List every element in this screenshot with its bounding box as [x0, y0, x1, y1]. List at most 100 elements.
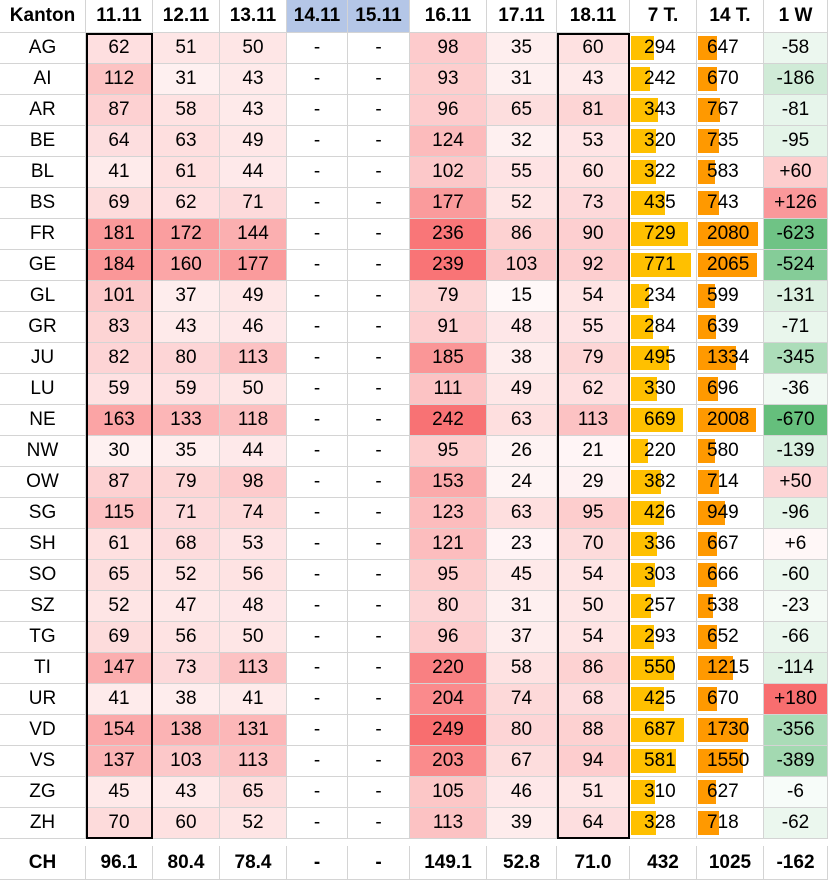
- daily-value: 38: [153, 684, 220, 715]
- daily-value-text: 112: [103, 68, 135, 89]
- daily-value-text: 95: [437, 440, 459, 461]
- week-diff-value: -524: [764, 250, 828, 281]
- daily-value-text: 67: [510, 750, 533, 771]
- data-bar: [631, 222, 688, 246]
- header-date-text: 13.11: [229, 5, 277, 26]
- daily-value-text: 68: [175, 533, 197, 554]
- daily-value-text: -: [313, 471, 321, 492]
- daily-value: 24: [487, 467, 557, 498]
- daily-value-text: -: [375, 688, 382, 709]
- daily-value-text: 43: [582, 68, 604, 89]
- data-bar: [698, 718, 748, 742]
- daily-value: 113: [220, 746, 287, 777]
- sum7-value: 330: [630, 374, 697, 405]
- data-bar: [698, 532, 718, 556]
- daily-value-text: 32: [510, 130, 533, 151]
- daily-value: 73: [557, 188, 630, 219]
- daily-value-text: -: [313, 533, 321, 554]
- daily-value-text: -: [375, 378, 382, 399]
- daily-value-text: 220: [432, 657, 464, 678]
- daily-value-text: 131: [237, 719, 269, 740]
- daily-value: 90: [557, 219, 630, 250]
- sum7-value: 242: [630, 64, 697, 95]
- total-value-text: 52.8: [503, 851, 540, 873]
- daily-value-text: -: [375, 347, 382, 368]
- daily-value-text: 65: [510, 99, 533, 120]
- header-date: 15.11: [348, 0, 410, 33]
- total-value-text: -: [313, 851, 321, 873]
- daily-value-text: 52: [242, 812, 264, 833]
- daily-value: 94: [557, 746, 630, 777]
- daily-value-text: 71: [242, 192, 264, 213]
- daily-value: 80: [153, 343, 220, 374]
- sum7-value: 303: [630, 560, 697, 591]
- daily-value: 60: [557, 33, 630, 64]
- daily-value-text: 60: [175, 812, 197, 833]
- sum14-value-text: 1730: [707, 719, 750, 740]
- canton-label-text: BE: [29, 130, 56, 151]
- daily-value-text: -: [313, 130, 321, 151]
- sum14-value: 670: [697, 684, 764, 715]
- sum14-value-text: 1334: [707, 347, 750, 368]
- daily-value: -: [287, 281, 348, 312]
- sum7-value-text: 294: [644, 37, 676, 58]
- daily-value: 95: [410, 436, 487, 467]
- daily-value-text: 73: [582, 192, 604, 213]
- total-value-text: 71.0: [574, 851, 612, 873]
- sum14-value: 743: [697, 188, 764, 219]
- daily-value-text: 58: [175, 99, 197, 120]
- daily-value: 113: [557, 405, 630, 436]
- daily-value: -: [348, 467, 410, 498]
- daily-value-text: 59: [108, 378, 130, 399]
- daily-value: 46: [220, 312, 287, 343]
- daily-value-text: 15: [510, 285, 533, 306]
- daily-value: 81: [557, 95, 630, 126]
- week-diff-value: -96: [764, 498, 828, 529]
- sum7-value-text: 435: [644, 192, 676, 213]
- daily-value: -: [348, 436, 410, 467]
- daily-value: 65: [220, 777, 287, 808]
- daily-value-text: -: [313, 719, 321, 740]
- canton-label-text: ZG: [29, 781, 56, 802]
- sum7-value: 729: [630, 219, 697, 250]
- daily-value: 60: [557, 157, 630, 188]
- data-bar: [631, 749, 677, 773]
- week-diff-value-text: -345: [776, 347, 815, 368]
- total-sum7-text: 432: [647, 851, 679, 873]
- sum14-value-text: 696: [707, 378, 739, 399]
- daily-value: 239: [410, 250, 487, 281]
- daily-value-text: -: [375, 440, 382, 461]
- daily-value: 95: [557, 498, 630, 529]
- daily-value-text: 70: [582, 533, 604, 554]
- canton-label: BS: [0, 188, 86, 219]
- daily-value-text: 137: [103, 750, 135, 771]
- daily-value-text: 45: [510, 564, 533, 585]
- daily-value-text: -: [313, 781, 321, 802]
- daily-value-text: 242: [432, 409, 464, 430]
- sum7-value: 771: [630, 250, 697, 281]
- total-value: 78.4: [220, 846, 287, 880]
- data-bar: [631, 67, 650, 91]
- daily-value-text: 49: [510, 378, 533, 399]
- daily-value: 62: [86, 33, 153, 64]
- daily-value: 56: [220, 560, 287, 591]
- daily-value: 123: [410, 498, 487, 529]
- daily-value: 137: [86, 746, 153, 777]
- header-date-text: 15.11: [355, 5, 402, 26]
- daily-value-text: -: [375, 37, 382, 58]
- daily-value-text: 55: [582, 316, 604, 337]
- daily-value: 23: [487, 529, 557, 560]
- daily-value: 45: [86, 777, 153, 808]
- daily-value: 154: [86, 715, 153, 746]
- total-week-diff-text: -162: [776, 851, 815, 873]
- total-value-text: 96.1: [100, 851, 138, 873]
- daily-value-text: -: [313, 440, 321, 461]
- header-date-text: 12.11: [162, 5, 210, 26]
- sum14-value: 767: [697, 95, 764, 126]
- daily-value-text: 113: [237, 750, 269, 771]
- daily-value-text: -: [375, 99, 382, 120]
- daily-value-text: 61: [108, 533, 130, 554]
- sum7-value: 284: [630, 312, 697, 343]
- daily-value: -: [348, 498, 410, 529]
- header-date: 12.11: [153, 0, 220, 33]
